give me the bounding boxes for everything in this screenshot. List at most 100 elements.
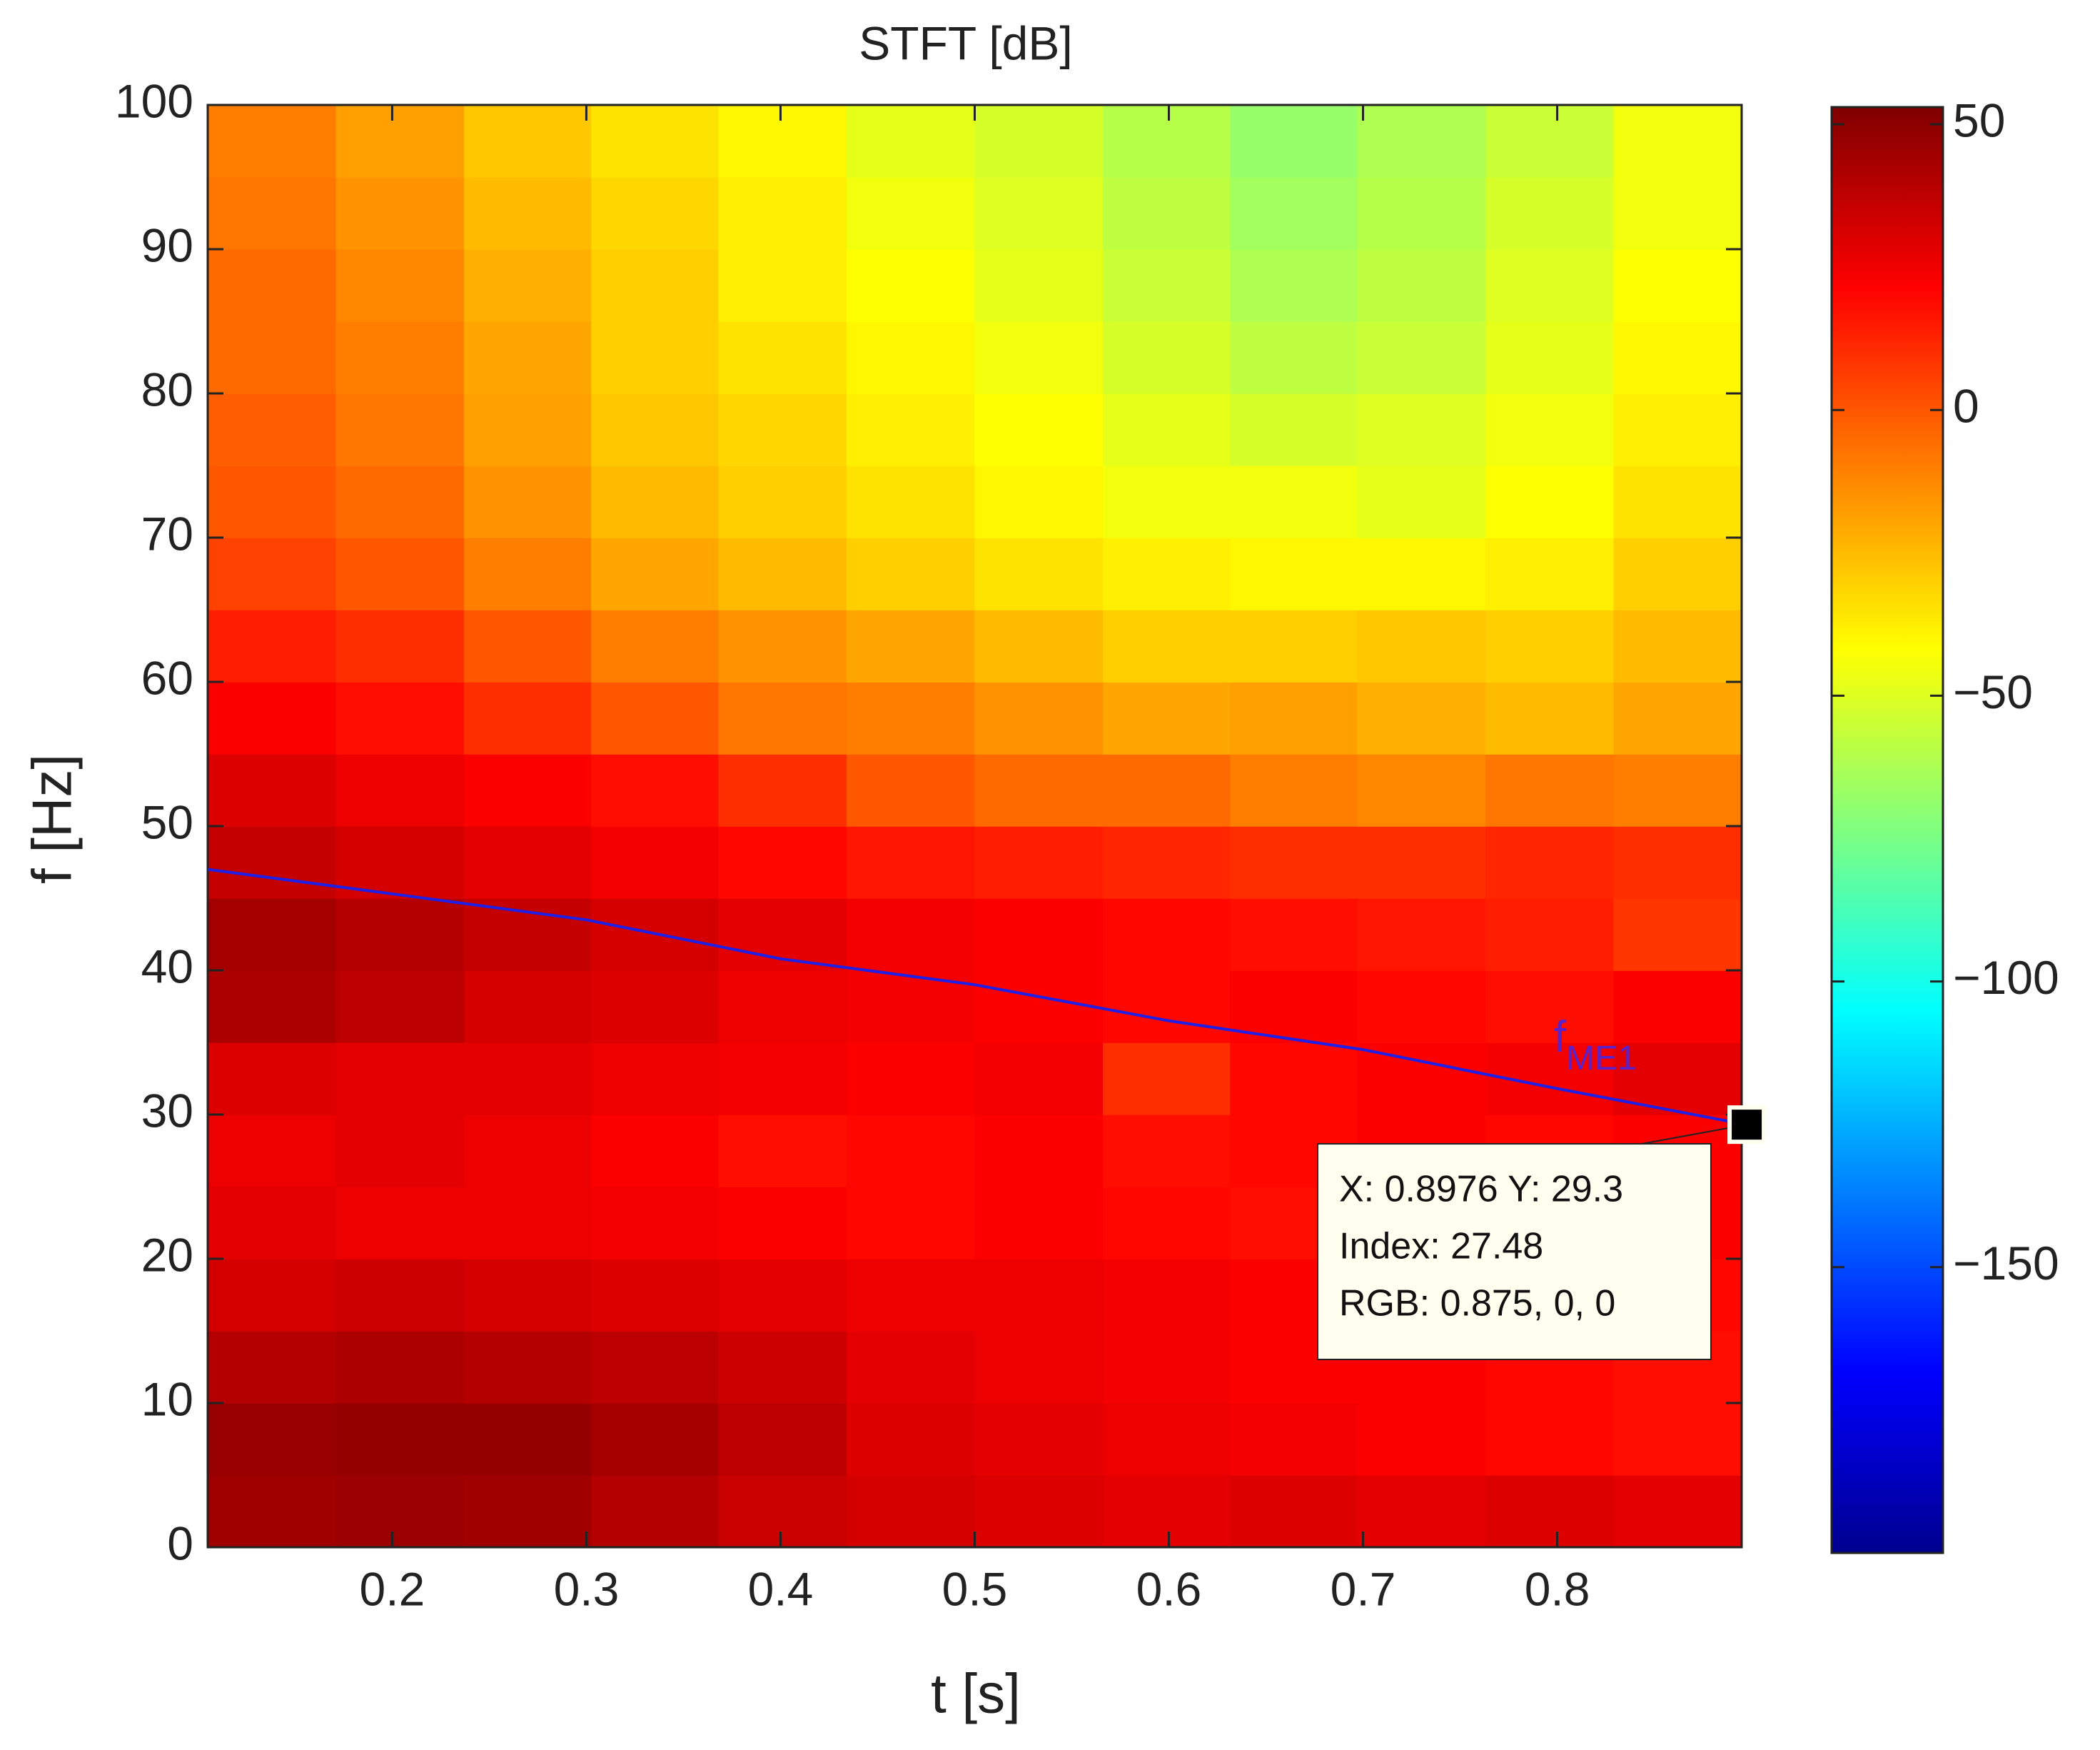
heatmap-cell bbox=[1485, 321, 1615, 394]
heatmap-cell bbox=[335, 538, 465, 610]
heatmap-cell bbox=[208, 970, 337, 1043]
heatmap-cell bbox=[335, 466, 465, 538]
heatmap-cell bbox=[591, 393, 720, 466]
heatmap-cell bbox=[591, 466, 720, 538]
x-tick-label: 0.8 bbox=[1525, 1562, 1590, 1615]
heatmap-cell bbox=[1357, 321, 1486, 394]
heatmap-cell bbox=[1357, 610, 1486, 683]
heatmap-cell bbox=[208, 177, 337, 250]
heatmap-cell bbox=[1485, 105, 1615, 178]
heatmap-cell bbox=[1613, 970, 1742, 1043]
heatmap-cell bbox=[846, 1115, 976, 1187]
heatmap-cell bbox=[1613, 826, 1742, 899]
heatmap-cell bbox=[718, 1403, 847, 1476]
y-tick-label: 90 bbox=[141, 218, 193, 271]
heatmap-cell bbox=[1613, 105, 1742, 178]
heatmap-cell bbox=[464, 754, 592, 827]
colorbar-tick-label: 0 bbox=[1953, 380, 1979, 433]
heatmap-cell bbox=[1485, 754, 1615, 827]
heatmap-cell bbox=[974, 1475, 1104, 1548]
heatmap-cell bbox=[464, 1115, 592, 1187]
heatmap-cell bbox=[846, 393, 976, 466]
heatmap-cell bbox=[591, 826, 720, 899]
colorbar-tick-label: −150 bbox=[1953, 1237, 2059, 1289]
heatmap-cell bbox=[1103, 754, 1231, 827]
heatmap-cell bbox=[1230, 1475, 1358, 1548]
heatmap-cell bbox=[718, 826, 847, 899]
heatmap-cell bbox=[718, 1331, 847, 1404]
heatmap-cell bbox=[335, 1331, 465, 1404]
heatmap-cell bbox=[1103, 1475, 1231, 1548]
heatmap-cell bbox=[974, 970, 1104, 1043]
heatmap-cell bbox=[1357, 1475, 1486, 1548]
heatmap-cell bbox=[846, 1331, 976, 1404]
heatmap-cell bbox=[591, 1259, 720, 1332]
heatmap-cell bbox=[1485, 177, 1615, 250]
heatmap-cell bbox=[208, 466, 337, 538]
heatmap-cell bbox=[208, 898, 337, 971]
heatmap-cell bbox=[974, 538, 1104, 610]
heatmap-cell bbox=[718, 1115, 847, 1187]
heatmap-cell bbox=[1230, 610, 1358, 683]
heatmap-cell bbox=[846, 682, 976, 755]
heatmap-cell bbox=[335, 754, 465, 827]
heatmap-cell bbox=[208, 1331, 337, 1404]
heatmap-cell bbox=[591, 754, 720, 827]
heatmap-cell bbox=[591, 1403, 720, 1476]
x-tick-label: 0.2 bbox=[360, 1562, 425, 1615]
y-tick-label: 100 bbox=[115, 74, 193, 127]
heatmap-cell bbox=[718, 177, 847, 250]
heatmap-cell bbox=[1357, 1403, 1486, 1476]
heatmap-cell bbox=[1103, 177, 1231, 250]
heatmap-cell bbox=[846, 1403, 976, 1476]
heatmap-cell bbox=[846, 1475, 976, 1548]
heatmap-cell bbox=[718, 466, 847, 538]
heatmap-cell bbox=[335, 826, 465, 899]
heatmap-cell bbox=[464, 1042, 592, 1115]
y-tick-label: 70 bbox=[141, 507, 193, 560]
heatmap-cell bbox=[846, 1042, 976, 1115]
heatmap-cell bbox=[208, 826, 337, 899]
heatmap-cell bbox=[1357, 177, 1486, 250]
colorbar-tick-label: −100 bbox=[1953, 951, 2059, 1004]
heatmap-cell bbox=[1613, 249, 1742, 322]
heatmap-cell bbox=[1485, 610, 1615, 683]
heatmap-cell bbox=[208, 1259, 337, 1332]
heatmap-cell bbox=[591, 1475, 720, 1548]
heatmap-cell bbox=[1230, 321, 1358, 394]
heatmap-cell bbox=[464, 682, 592, 755]
heatmap-cell bbox=[208, 754, 337, 827]
heatmap-cell bbox=[1485, 826, 1615, 899]
heatmap-cell bbox=[974, 321, 1104, 394]
heatmap-cell bbox=[1485, 1403, 1615, 1476]
heatmap-cell bbox=[974, 1259, 1104, 1332]
heatmap-cell bbox=[846, 249, 976, 322]
x-tick-label: 0.4 bbox=[748, 1562, 814, 1615]
heatmap-cell bbox=[208, 1042, 337, 1115]
heatmap-cell bbox=[718, 610, 847, 683]
heatmap-cell bbox=[1613, 177, 1742, 250]
heatmap-cell bbox=[208, 249, 337, 322]
heatmap-cell bbox=[208, 321, 337, 394]
heatmap-cell bbox=[846, 105, 976, 178]
heatmap-cell bbox=[718, 682, 847, 755]
heatmap-cell bbox=[335, 1475, 465, 1548]
heatmap-cell bbox=[464, 321, 592, 394]
heatmap-cell bbox=[335, 898, 465, 971]
heatmap-cell bbox=[846, 177, 976, 250]
heatmap-cell bbox=[846, 754, 976, 827]
heatmap-cell bbox=[1357, 1042, 1486, 1115]
heatmap-cell bbox=[974, 1115, 1104, 1187]
heatmap-cell bbox=[974, 610, 1104, 683]
y-axis-label: f [Hz] bbox=[21, 754, 84, 884]
heatmap-cell bbox=[974, 466, 1104, 538]
heatmap-cell bbox=[1485, 970, 1615, 1043]
heatmap-cell bbox=[1485, 1475, 1615, 1548]
heatmap-cell bbox=[1103, 1331, 1231, 1404]
heatmap-cell bbox=[1613, 898, 1742, 971]
heatmap-cell bbox=[1230, 538, 1358, 610]
heatmap-cell bbox=[1103, 898, 1231, 971]
x-tick-label: 0.6 bbox=[1136, 1562, 1202, 1615]
heatmap-cell bbox=[846, 898, 976, 971]
heatmap-cell bbox=[974, 249, 1104, 322]
